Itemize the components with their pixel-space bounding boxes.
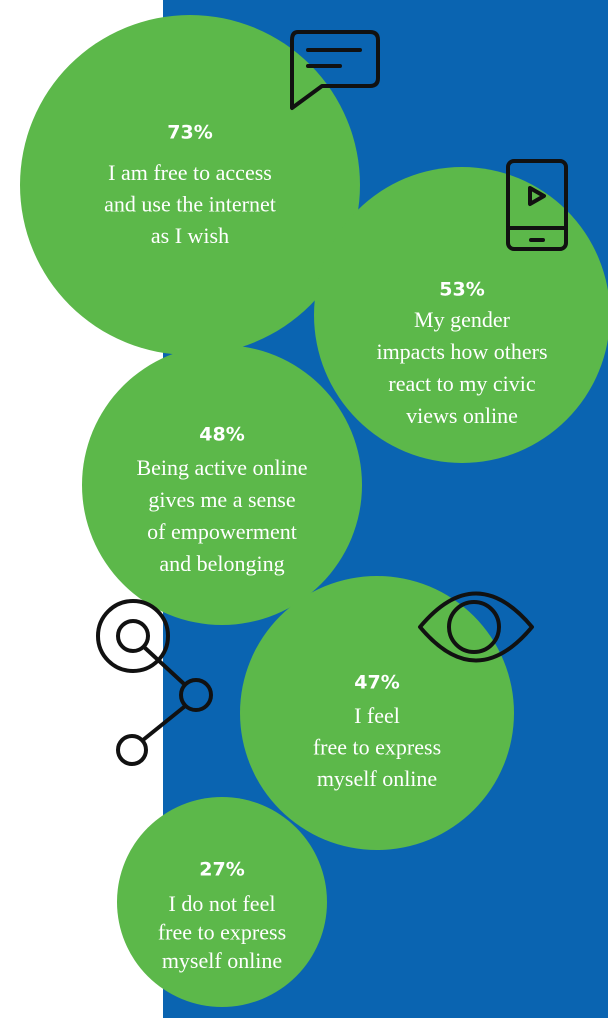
bubble xyxy=(117,797,327,1007)
bubble-percent: 53% xyxy=(439,279,484,301)
phone-icon xyxy=(506,159,568,251)
bubble-text: free to express xyxy=(158,920,286,945)
bubble xyxy=(240,576,514,850)
bubble xyxy=(82,345,362,625)
bubble-text: I feel xyxy=(354,703,400,728)
bubble-text: react to my civic xyxy=(388,371,535,396)
chat-icon xyxy=(290,30,380,110)
bubble-text: gives me a sense xyxy=(148,487,295,512)
bubble-text: myself online xyxy=(317,766,437,791)
bubble-text: as I wish xyxy=(151,223,229,248)
bubble-text: I am free to access xyxy=(108,160,272,185)
bubble-text: views online xyxy=(406,403,518,428)
bubble-text: of empowerment xyxy=(147,519,297,544)
eye-icon xyxy=(418,591,534,663)
bubble-text: Being active online xyxy=(136,455,307,480)
bubble-text: and use the internet xyxy=(104,192,276,217)
bubble xyxy=(20,15,360,355)
bubbles: 73% I am free to access and use the intern… xyxy=(20,15,608,1007)
bubble-text: free to express xyxy=(313,735,441,760)
bubble-text: My gender xyxy=(414,307,511,332)
bubble-percent: 47% xyxy=(354,672,399,694)
bubble-percent: 73% xyxy=(167,122,212,144)
bubble-percent: 27% xyxy=(199,859,244,881)
network-icon xyxy=(96,599,213,766)
bubble-text: I do not feel xyxy=(169,891,276,916)
bubble-text: myself online xyxy=(162,948,282,973)
bubble-text: impacts how others xyxy=(376,339,547,364)
bubble-percent: 48% xyxy=(199,424,244,446)
bubble-text: and belonging xyxy=(159,551,284,576)
